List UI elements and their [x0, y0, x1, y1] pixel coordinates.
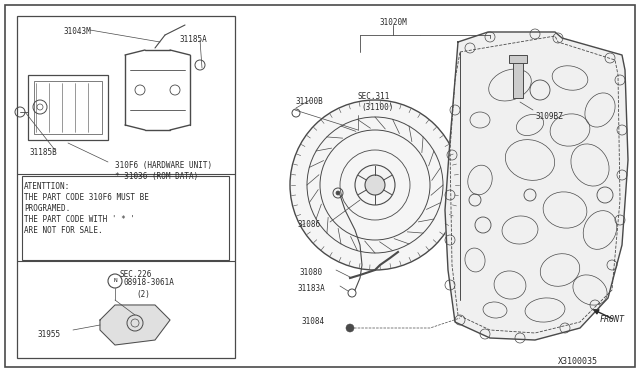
Text: 08918-3061A: 08918-3061A	[124, 278, 175, 287]
Text: (2): (2)	[136, 290, 150, 299]
Text: 310F6 (HARDWARE UNIT): 310F6 (HARDWARE UNIT)	[115, 161, 212, 170]
Bar	[22, 176, 229, 260]
Polygon shape	[445, 32, 628, 340]
Text: 31086: 31086	[297, 220, 320, 229]
Text: 31080: 31080	[300, 268, 323, 277]
Text: THE PART CODE WITH ' * ': THE PART CODE WITH ' * '	[24, 215, 135, 224]
Text: 31020M: 31020M	[379, 18, 407, 27]
Bar	[513, 60, 523, 98]
Text: (31100): (31100)	[361, 103, 394, 112]
Text: 31955: 31955	[38, 330, 61, 339]
Text: FRONT: FRONT	[600, 315, 625, 324]
Bar	[17, 16, 235, 358]
Circle shape	[346, 324, 354, 332]
Text: 31185A: 31185A	[180, 35, 208, 44]
Circle shape	[290, 100, 460, 270]
Text: 31100B: 31100B	[295, 97, 323, 106]
Bar	[34, 81, 102, 134]
Text: * 31036 (ROM DATA): * 31036 (ROM DATA)	[115, 172, 198, 181]
Bar	[509, 55, 527, 63]
Text: SEC.226: SEC.226	[120, 270, 152, 279]
Circle shape	[336, 191, 340, 195]
Text: X3100035: X3100035	[558, 357, 598, 366]
Text: ARE NOT FOR SALE.: ARE NOT FOR SALE.	[24, 226, 102, 235]
Text: N: N	[113, 279, 117, 283]
Text: 3109BZ: 3109BZ	[535, 112, 563, 121]
Bar	[28, 75, 108, 140]
Text: PROGRAMED.: PROGRAMED.	[24, 204, 70, 213]
Polygon shape	[100, 305, 170, 345]
Text: SEC.311: SEC.311	[358, 92, 390, 101]
Text: 31084: 31084	[302, 317, 325, 326]
Text: ATENTTION:: ATENTTION:	[24, 182, 70, 191]
Text: 31183A: 31183A	[298, 284, 326, 293]
Text: 31043M: 31043M	[64, 27, 92, 36]
Text: 31185B: 31185B	[30, 148, 58, 157]
Text: THE PART CODE 310F6 MUST BE: THE PART CODE 310F6 MUST BE	[24, 193, 149, 202]
Circle shape	[365, 175, 385, 195]
